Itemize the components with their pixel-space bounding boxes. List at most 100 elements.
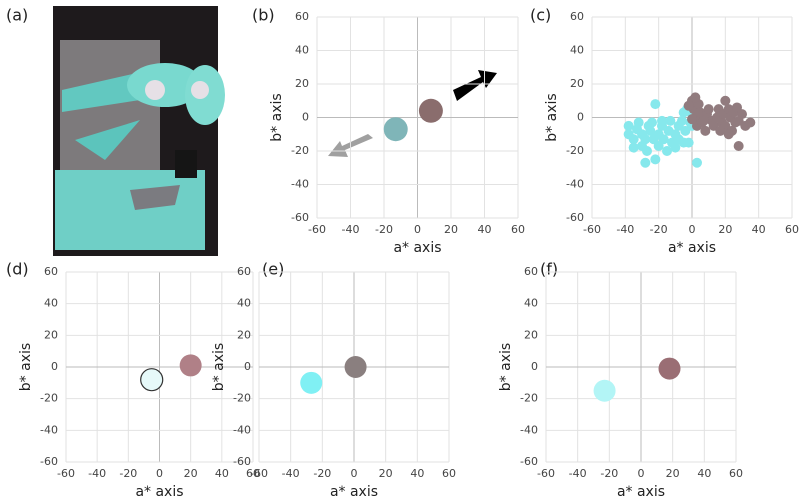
y-tick-label: -40 — [291, 178, 309, 191]
y-axis-label: b* axis — [498, 343, 514, 391]
x-tick-label: 0 — [638, 467, 645, 480]
x-tick-label: 60 — [511, 223, 525, 236]
point — [384, 117, 408, 141]
x-tick-label: 0 — [414, 223, 421, 236]
y-tick-label: 60 — [237, 265, 251, 278]
y-tick-label: -40 — [40, 423, 58, 436]
x-tick-label: -40 — [342, 223, 360, 236]
point — [704, 104, 714, 114]
x-axis-label: a* axis — [135, 484, 183, 500]
y-tick-label: -20 — [520, 392, 538, 405]
y-tick-label: 0 — [244, 360, 251, 373]
x-axis-label: a* axis — [668, 240, 716, 256]
x-tick-label: 60 — [785, 223, 799, 236]
x-tick-label: 0 — [156, 467, 163, 480]
panel-label: (b) — [252, 6, 275, 25]
y-tick-label: 60 — [570, 10, 584, 23]
y-tick-label: 0 — [577, 111, 584, 124]
y-tick-label: -40 — [520, 423, 538, 436]
x-tick-label: -60 — [537, 467, 555, 480]
point — [657, 116, 667, 126]
x-axis-label: a* axis — [393, 240, 441, 256]
x-tick-label: -40 — [616, 223, 634, 236]
y-tick-label: 20 — [44, 328, 58, 341]
panel-label: (d) — [6, 260, 29, 279]
point — [734, 116, 744, 126]
x-tick-label: 20 — [444, 223, 458, 236]
point — [634, 118, 644, 128]
x-tick-label: -20 — [600, 467, 618, 480]
x-tick-label: 40 — [752, 223, 766, 236]
scatter-panel: (e)-60-40-200204060-60-40-200204060a* ax… — [211, 260, 456, 501]
y-tick-label: -40 — [233, 423, 251, 436]
y-tick-label: -60 — [233, 455, 251, 468]
x-tick-label: 20 — [666, 467, 680, 480]
y-tick-label: 40 — [44, 297, 58, 310]
point — [642, 146, 652, 156]
y-tick-label: -60 — [291, 211, 309, 224]
y-tick-label: 0 — [51, 360, 58, 373]
y-axis-label: b* axis — [269, 93, 285, 141]
y-tick-label: -40 — [566, 178, 584, 191]
point — [692, 158, 702, 168]
y-tick-label: -60 — [40, 455, 58, 468]
point — [650, 154, 660, 164]
point — [734, 141, 744, 151]
point — [180, 354, 202, 376]
x-tick-label: 40 — [410, 467, 424, 480]
point — [141, 369, 163, 391]
x-tick-label: -20 — [650, 223, 668, 236]
x-tick-label: -60 — [57, 467, 75, 480]
x-tick-label: -60 — [308, 223, 326, 236]
x-tick-label: -40 — [569, 467, 587, 480]
point — [345, 356, 367, 378]
x-tick-label: -60 — [250, 467, 268, 480]
point — [690, 92, 700, 102]
point — [677, 116, 687, 126]
y-tick-label: -60 — [520, 455, 538, 468]
y-tick-label: 40 — [524, 297, 538, 310]
point — [700, 126, 710, 136]
y-tick-label: 40 — [237, 297, 251, 310]
x-tick-label: 20 — [184, 467, 198, 480]
point — [684, 101, 694, 111]
point — [594, 380, 616, 402]
point — [699, 116, 709, 126]
x-tick-label: -20 — [313, 467, 331, 480]
point — [640, 158, 650, 168]
point — [647, 118, 657, 128]
y-tick-label: 60 — [524, 265, 538, 278]
point — [300, 372, 322, 394]
y-tick-label: 0 — [302, 111, 309, 124]
panel-label: (f) — [540, 260, 558, 279]
x-tick-label: 60 — [729, 467, 743, 480]
x-tick-label: 40 — [697, 467, 711, 480]
point — [724, 129, 734, 139]
y-tick-label: 40 — [295, 44, 309, 57]
y-tick-label: 60 — [44, 265, 58, 278]
panel-label: (c) — [530, 6, 551, 25]
y-tick-label: -20 — [40, 392, 58, 405]
x-tick-label: 0 — [689, 223, 696, 236]
x-tick-label: -40 — [282, 467, 300, 480]
x-tick-label: 40 — [215, 467, 229, 480]
x-tick-label: -40 — [88, 467, 106, 480]
point — [659, 358, 681, 380]
y-tick-label: -20 — [291, 144, 309, 157]
point — [687, 114, 697, 124]
y-axis-label: b* axis — [544, 93, 560, 141]
y-tick-label: 40 — [570, 44, 584, 57]
y-tick-label: 20 — [295, 77, 309, 90]
x-axis-label: a* axis — [330, 484, 378, 500]
y-tick-label: 0 — [531, 360, 538, 373]
x-tick-label: 20 — [718, 223, 732, 236]
x-tick-label: 20 — [379, 467, 393, 480]
point — [419, 99, 443, 123]
y-tick-label: 20 — [524, 328, 538, 341]
point — [745, 118, 755, 128]
y-tick-label: 60 — [295, 10, 309, 23]
y-tick-label: 20 — [570, 77, 584, 90]
x-tick-label: -60 — [583, 223, 601, 236]
